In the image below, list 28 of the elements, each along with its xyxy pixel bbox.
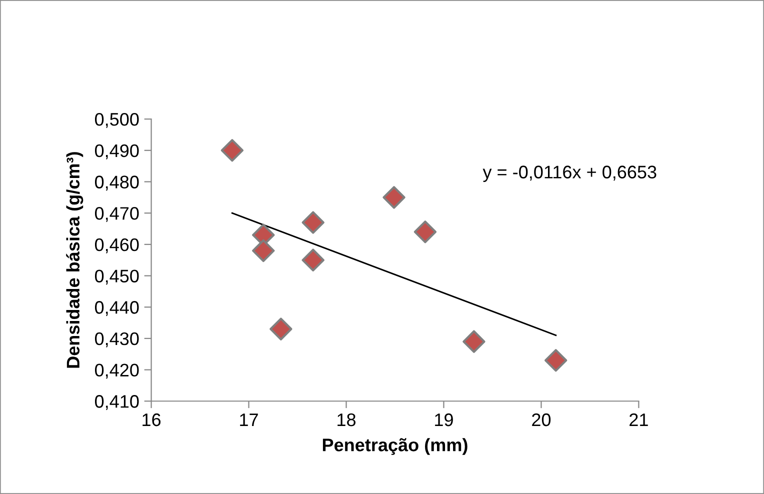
x-tick-label: 20 [532,413,551,426]
y-tick-label: 0,460 [94,238,139,254]
y-tick-label: 0,450 [94,270,139,285]
point [302,248,324,272]
y-tick-label: 0,420 [94,364,139,379]
x-tick-label: 21 [630,413,648,426]
x-tick-label: 19 [435,413,453,426]
x-tick-label: 16 [142,413,161,426]
annotation: y = -0,0116x + 0,6653 [482,166,656,182]
y-tick-label: 0,500 [94,112,139,128]
y-tick-label: 0,470 [94,207,139,222]
point [270,318,292,340]
y-axis-title: Densidade básica (g/cm³) [66,152,84,368]
point [252,239,275,262]
x-tick-label: 17 [240,414,258,426]
point [462,330,486,353]
y-tick-label: 0,480 [94,176,139,191]
point [302,211,324,234]
y-tick-label: 0,490 [94,144,139,160]
x-axis-title: Penetração (mm) [322,438,468,455]
y-tick-label: 0,440 [94,301,139,316]
point [414,220,437,244]
y-tick-label: 0,410 [94,395,139,410]
x-tick-label: 18 [338,413,356,426]
y-tick-label: 0,430 [94,332,139,348]
point [544,349,568,372]
point [382,186,406,209]
point [220,139,244,162]
